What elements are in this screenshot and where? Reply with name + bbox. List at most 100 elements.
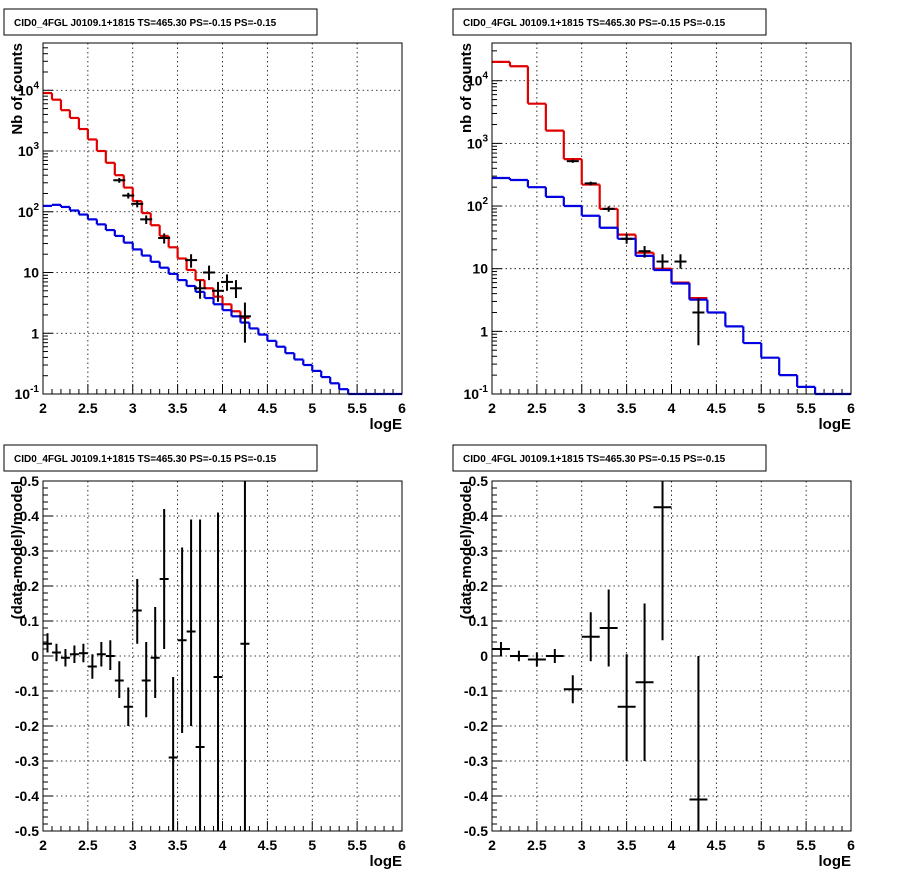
data-point <box>105 640 115 670</box>
y-tick-base: 10 <box>464 386 480 402</box>
y-tick-label: -0.3 <box>15 753 39 769</box>
data-point <box>653 481 672 641</box>
x-tick-label: 4.5 <box>258 400 278 416</box>
x-tick-label: 5.5 <box>796 400 816 416</box>
data-point <box>132 579 142 644</box>
y-tick-label: -0.3 <box>464 753 488 769</box>
data-point <box>620 233 633 244</box>
data-point <box>123 687 133 726</box>
series-data-points <box>113 177 251 343</box>
chart-title: CID0_4FGL J0109.1+1815 TS=465.30 PS=-0.1… <box>14 454 277 465</box>
y-tick-base: 10 <box>467 135 483 151</box>
data-point <box>581 612 600 662</box>
data-point <box>689 656 708 831</box>
y-axis-title: nb of counts <box>458 43 475 133</box>
x-tick-label: 4 <box>219 400 227 416</box>
data-point <box>177 547 187 733</box>
data-point <box>168 677 178 831</box>
y-tick-label: -0.1 <box>15 683 39 699</box>
data-point <box>78 643 88 663</box>
y-tick-label: 103 <box>467 133 489 151</box>
x-tick-label: 5.5 <box>347 400 367 416</box>
chart-title: CID0_4FGL J0109.1+1815 TS=465.30 PS=-0.1… <box>14 18 277 29</box>
x-tick-label: 2.5 <box>78 400 98 416</box>
pad-counts-fine: 2 2.5 3 3.5 4 4.5 5 5.5 610-1110102103104CID0_4F… <box>3 8 406 433</box>
x-tick-label: 6 <box>847 837 855 853</box>
title-box <box>3 8 318 36</box>
plot-frame <box>491 42 852 395</box>
x-tick-label: 4 <box>668 400 676 416</box>
y-tick-label: 0.2 <box>469 578 489 594</box>
plot-frame <box>491 480 852 832</box>
y-tick-exponent: -1 <box>30 384 39 395</box>
y-tick-label: -0.4 <box>15 788 39 804</box>
x-axis-title: logE <box>819 853 852 870</box>
pad-residuals-fine: 2 2.5 3 3.5 4 4.5 5 5.5 6 -0.5 -0.4 -0.3 -0.2 -0.1 0 0.… <box>3 444 406 870</box>
y-tick-label: 0.1 <box>20 613 40 629</box>
x-tick-label: 4 <box>668 837 676 853</box>
data-point <box>602 206 615 212</box>
data-point <box>509 650 528 662</box>
y-tick-label: 1 <box>31 325 39 341</box>
x-axis-title: logE <box>370 853 403 870</box>
x-tick-label: 3.5 <box>168 837 188 853</box>
pad-counts-coarse: 2 2.5 3 3.5 4 4.5 5 5.5 610-1110102103104CID0_4F… <box>452 8 855 433</box>
data-point <box>159 509 169 649</box>
data-point <box>212 281 225 302</box>
title-box <box>452 8 767 36</box>
data-point <box>674 254 687 269</box>
data-point <box>527 652 546 667</box>
data-point <box>213 512 223 831</box>
title-box <box>3 444 318 472</box>
data-point <box>140 215 153 224</box>
x-tick-label: 2.5 <box>78 837 98 853</box>
x-tick-label: 3 <box>129 837 137 853</box>
x-tick-label: 5 <box>757 400 765 416</box>
plot-frame <box>42 42 403 395</box>
data-point <box>545 649 564 663</box>
y-tick-label: 0 <box>31 648 39 664</box>
data-point <box>87 654 97 679</box>
data-point <box>638 246 651 258</box>
x-tick-label: 3.5 <box>168 400 188 416</box>
y-tick-label: 0.3 <box>20 543 40 559</box>
data-point <box>69 645 79 663</box>
data-point <box>584 181 597 186</box>
y-tick-label: 102 <box>18 202 40 220</box>
data-point <box>113 177 126 183</box>
chart-title: CID0_4FGL J0109.1+1815 TS=465.30 PS=-0.1… <box>463 18 726 29</box>
y-tick-base: 10 <box>15 386 31 402</box>
x-tick-label: 5 <box>308 837 316 853</box>
y-tick-label: 0.4 <box>20 508 40 524</box>
x-tick-label: 5.5 <box>796 837 816 853</box>
x-tick-label: 4.5 <box>707 400 727 416</box>
x-tick-label: 5.5 <box>347 837 367 853</box>
data-point <box>158 233 171 244</box>
x-axis-title: logE <box>370 416 403 433</box>
y-tick-label: -0.4 <box>464 788 488 804</box>
y-tick-exponent: 4 <box>482 71 488 82</box>
data-point <box>617 654 636 761</box>
y-tick-label: 1 <box>480 323 488 339</box>
data-point <box>220 274 233 291</box>
y-tick-label: -0.1 <box>464 683 488 699</box>
y-tick-exponent: -1 <box>479 384 488 395</box>
data-point <box>122 192 135 199</box>
data-point <box>96 642 106 667</box>
data-point <box>692 298 705 346</box>
data-point <box>131 200 144 208</box>
y-tick-label: 0.1 <box>469 613 489 629</box>
y-tick-label: 0.5 <box>20 473 40 489</box>
data-point <box>599 589 618 667</box>
data-point <box>51 643 61 662</box>
y-tick-label: -0.2 <box>15 718 39 734</box>
y-tick-label: 104 <box>18 80 40 98</box>
data-point <box>492 642 510 656</box>
data-point <box>150 607 160 698</box>
y-tick-base: 10 <box>18 204 34 220</box>
x-tick-label: 4.5 <box>258 837 278 853</box>
data-point <box>656 254 669 269</box>
y-tick-label: -0.5 <box>464 823 488 839</box>
y-tick-label: 0 <box>480 648 488 664</box>
x-tick-label: 3.5 <box>617 837 637 853</box>
